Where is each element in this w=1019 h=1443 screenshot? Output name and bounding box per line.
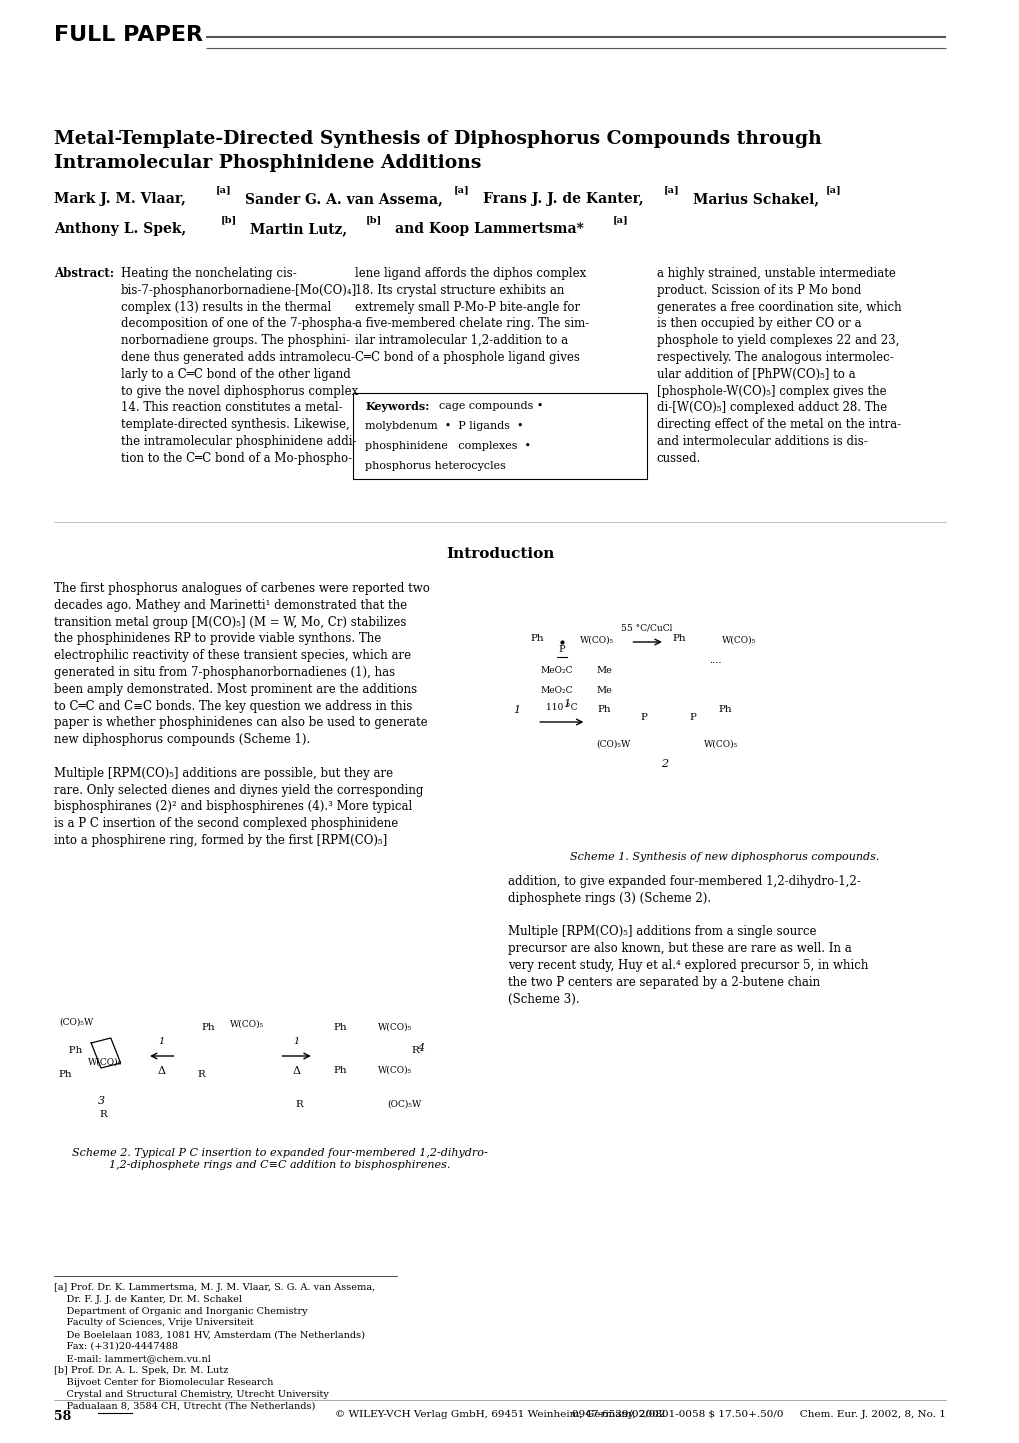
Text: W(CO)₅: W(CO)₅ — [377, 1066, 412, 1075]
Text: Heating the nonchelating cis-
bis-7-phosphanorbornadiene-[Mo(CO)₄]
complex (13) : Heating the nonchelating cis- bis-7-phos… — [120, 267, 358, 465]
Text: Me: Me — [595, 665, 611, 674]
Text: Sander G. A. van Assema,: Sander G. A. van Assema, — [245, 192, 442, 206]
Text: FULL PAPER: FULL PAPER — [54, 25, 203, 45]
Text: Ph: Ph — [673, 633, 686, 642]
Text: Abstract:: Abstract: — [54, 267, 114, 280]
Text: Introduction: Introduction — [445, 547, 553, 561]
Text: © WILEY-VCH Verlag GmbH, 69451 Weinheim, Germany, 2002: © WILEY-VCH Verlag GmbH, 69451 Weinheim,… — [334, 1410, 664, 1418]
Text: [b] Prof. Dr. A. L. Spek, Dr. M. Lutz
    Bijvoet Center for Biomolecular Resear: [b] Prof. Dr. A. L. Spek, Dr. M. Lutz Bi… — [54, 1367, 328, 1410]
Text: [a]: [a] — [663, 185, 679, 193]
Text: lene ligand affords the diphos complex
18. Its crystal structure exhibits an
ext: lene ligand affords the diphos complex 1… — [355, 267, 589, 364]
Text: Anthony L. Spek,: Anthony L. Spek, — [54, 222, 186, 237]
Text: [a] Prof. Dr. K. Lammertsma, M. J. M. Vlaar, S. G. A. van Assema,
    Dr. F. J. : [a] Prof. Dr. K. Lammertsma, M. J. M. Vl… — [54, 1283, 375, 1362]
Text: and Koop Lammertsma*: and Koop Lammertsma* — [394, 222, 584, 237]
Text: R: R — [197, 1071, 205, 1079]
Text: [b]: [b] — [220, 215, 236, 224]
Text: 1: 1 — [562, 698, 570, 709]
Text: [a]: [a] — [215, 185, 231, 193]
Text: Ph: Ph — [333, 1023, 346, 1032]
Text: Metal-Template-Directed Synthesis of Diphosphorus Compounds through
Intramolecul: Metal-Template-Directed Synthesis of Dip… — [54, 130, 821, 172]
Text: 4: 4 — [417, 1043, 424, 1053]
Text: 2: 2 — [660, 759, 667, 769]
FancyBboxPatch shape — [353, 392, 646, 479]
Text: Ph: Ph — [718, 706, 732, 714]
Text: 1: 1 — [292, 1038, 299, 1046]
Text: 58: 58 — [54, 1410, 71, 1423]
Text: ....: .... — [708, 655, 720, 664]
Text: W(CO)₅: W(CO)₅ — [721, 635, 755, 645]
Text: (CO)₅W: (CO)₅W — [59, 1017, 93, 1027]
Text: W(CO)₅: W(CO)₅ — [579, 635, 613, 645]
Text: 0947-6539/02/0801-0058 $ 17.50+.50/0     Chem. Eur. J. 2002, 8, No. 1: 0947-6539/02/0801-0058 $ 17.50+.50/0 Che… — [572, 1410, 946, 1418]
Text: Ph: Ph — [59, 1071, 72, 1079]
Text: Δ: Δ — [291, 1066, 300, 1076]
Text: 1: 1 — [513, 706, 520, 714]
Text: Scheme 2. Typical P C insertion to expanded four-membered 1,2-dihydro-
1,2-dipho: Scheme 2. Typical P C insertion to expan… — [71, 1149, 487, 1170]
Text: W(CO)₅: W(CO)₅ — [230, 1020, 264, 1029]
Text: Δ: Δ — [158, 1066, 166, 1076]
Text: phosphinidene   complexes  •: phosphinidene complexes • — [365, 442, 531, 452]
Text: W(CO)₅: W(CO)₅ — [89, 1058, 122, 1066]
Text: P: P — [640, 713, 646, 723]
Text: MeO₂C: MeO₂C — [540, 685, 573, 694]
FancyBboxPatch shape — [507, 587, 942, 867]
Text: Scheme 1. Synthesis of new diphosphorus compounds.: Scheme 1. Synthesis of new diphosphorus … — [570, 851, 879, 861]
Text: addition, to give expanded four-membered 1,2-dihydro-1,2-
diphosphete rings (3) : addition, to give expanded four-membered… — [507, 874, 867, 1006]
Text: 1: 1 — [159, 1038, 165, 1046]
Text: a highly strained, unstable intermediate
product. Scission of its P Mo bond
gene: a highly strained, unstable intermediate… — [656, 267, 901, 465]
Text: 110 °C: 110 °C — [545, 703, 577, 711]
Text: [a]: [a] — [824, 185, 841, 193]
Text: R: R — [99, 1110, 107, 1118]
Text: (CO)₅W: (CO)₅W — [595, 739, 630, 749]
Text: MeO₂C: MeO₂C — [540, 665, 573, 674]
Text: P: P — [558, 645, 565, 654]
Text: Keywords:: Keywords: — [365, 401, 429, 413]
Text: R: R — [294, 1100, 303, 1110]
Text: [a]: [a] — [612, 215, 628, 224]
Text: 55 °C/CuCl: 55 °C/CuCl — [621, 623, 673, 632]
Text: Ph: Ph — [333, 1066, 346, 1075]
Text: cage compounds •: cage compounds • — [438, 401, 542, 411]
Text: phosphorus heterocycles: phosphorus heterocycles — [365, 460, 505, 470]
Text: Mark J. M. Vlaar,: Mark J. M. Vlaar, — [54, 192, 185, 206]
Text: P: P — [689, 713, 696, 723]
Text: W(CO)₅: W(CO)₅ — [377, 1023, 412, 1032]
Text: Ph: Ph — [59, 1046, 83, 1055]
Text: R: R — [412, 1046, 419, 1055]
Text: [b]: [b] — [366, 215, 381, 224]
Text: Marius Schakel,: Marius Schakel, — [693, 192, 818, 206]
Text: molybdenum  •  P ligands  •: molybdenum • P ligands • — [365, 421, 523, 431]
Text: Martin Lutz,: Martin Lutz, — [250, 222, 346, 237]
Text: W(CO)₅: W(CO)₅ — [703, 739, 738, 749]
Text: (OC)₅W: (OC)₅W — [387, 1100, 421, 1110]
Text: The first phosphorus analogues of carbenes were reported two
decades ago. Mathey: The first phosphorus analogues of carben… — [54, 582, 429, 847]
Text: Ph: Ph — [201, 1023, 214, 1032]
Text: Ph: Ph — [530, 633, 544, 642]
Text: [a]: [a] — [453, 185, 470, 193]
Text: Me: Me — [595, 685, 611, 694]
Text: Frans J. J. de Kanter,: Frans J. J. de Kanter, — [483, 192, 643, 206]
Text: Ph: Ph — [597, 706, 610, 714]
Text: 3: 3 — [98, 1097, 105, 1105]
